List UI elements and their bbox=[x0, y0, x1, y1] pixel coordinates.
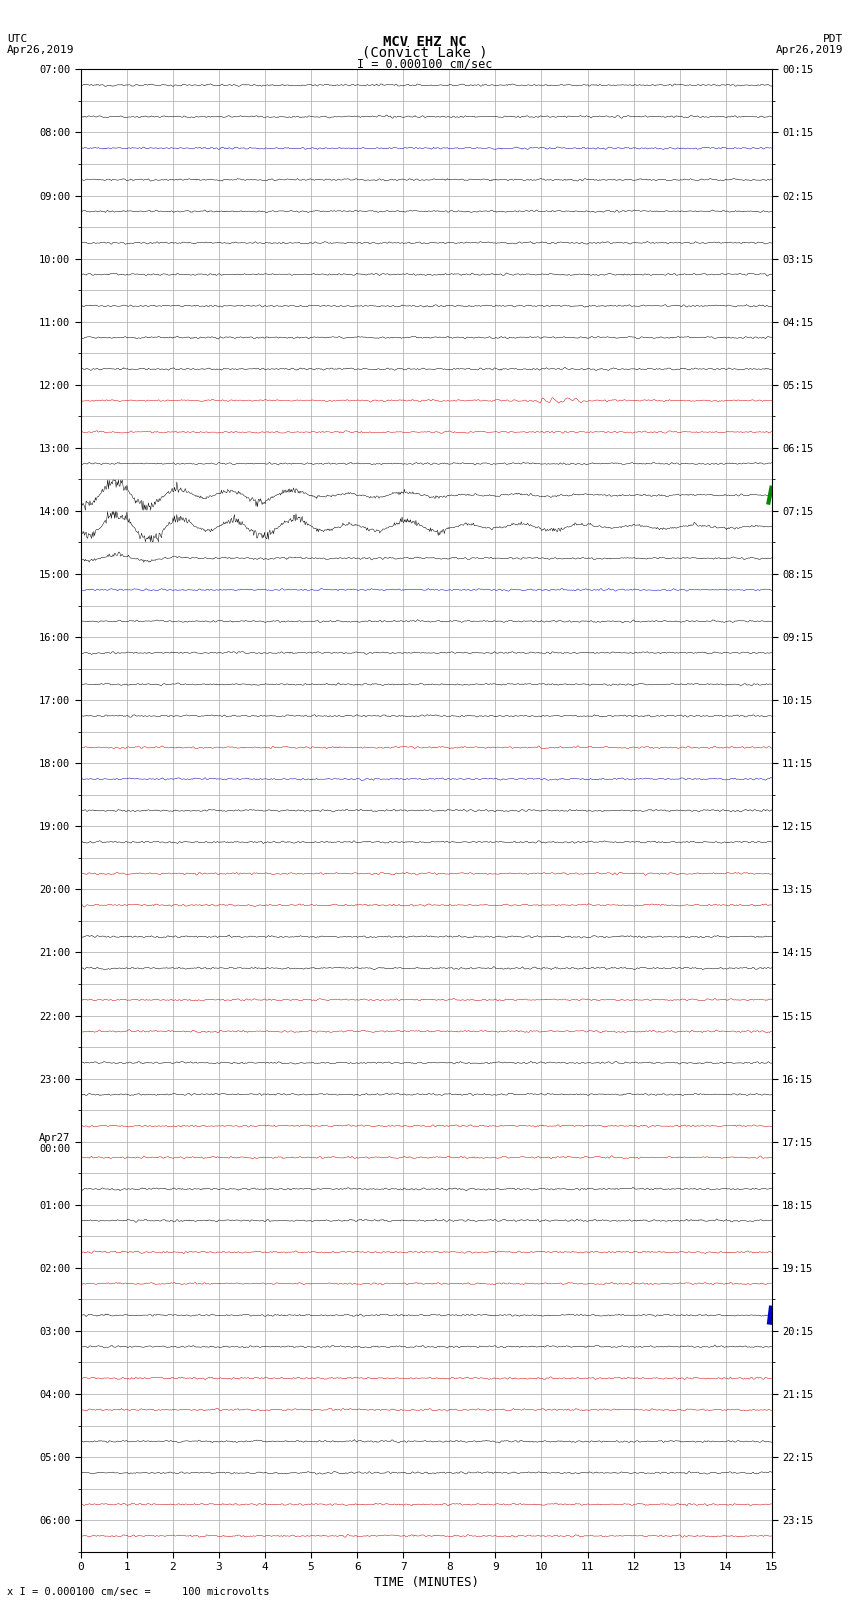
Text: Apr26,2019: Apr26,2019 bbox=[776, 45, 843, 55]
Text: (Convict Lake ): (Convict Lake ) bbox=[362, 45, 488, 60]
Text: I = 0.000100 cm/sec: I = 0.000100 cm/sec bbox=[357, 58, 493, 71]
Text: Apr26,2019: Apr26,2019 bbox=[7, 45, 74, 55]
Text: x I = 0.000100 cm/sec =     100 microvolts: x I = 0.000100 cm/sec = 100 microvolts bbox=[7, 1587, 269, 1597]
Text: UTC: UTC bbox=[7, 34, 27, 44]
Text: MCV EHZ NC: MCV EHZ NC bbox=[383, 35, 467, 48]
Text: PDT: PDT bbox=[823, 34, 843, 44]
X-axis label: TIME (MINUTES): TIME (MINUTES) bbox=[374, 1576, 479, 1589]
